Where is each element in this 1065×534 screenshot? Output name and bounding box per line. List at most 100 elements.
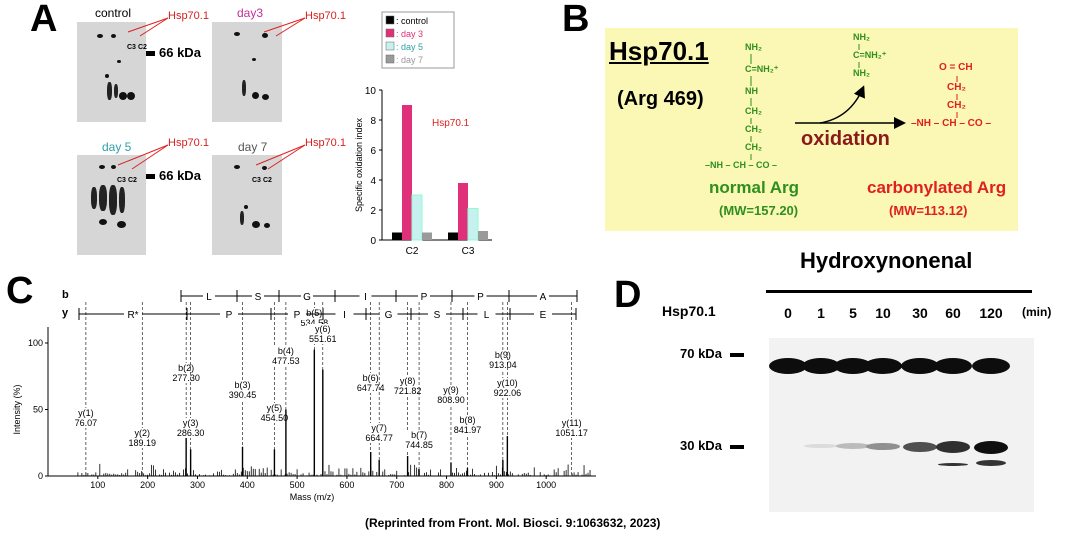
timepoint-30: 30: [912, 305, 928, 321]
y-res-7: E: [540, 310, 547, 321]
y-res-4: G: [385, 310, 393, 321]
peak-mz-12: 744.85: [405, 440, 433, 450]
western-blot: [769, 338, 1034, 512]
peak-label-bg-9: [354, 373, 387, 393]
normal-struct-4: CH₂: [745, 106, 762, 116]
peak-label-bg-4: [226, 380, 259, 400]
peak-label-bg-6: [269, 346, 302, 366]
ms-spectrum: 100 200 300 400 500 600 700 800 900 1000 0 50 100 Int…: [12, 289, 596, 502]
y-res-bg-3: [335, 307, 354, 320]
carb-arg-mw: (MW=113.12): [889, 203, 968, 218]
spec-x-tick-6: 700: [389, 480, 404, 490]
hsp-label-day3: Hsp70.1: [305, 10, 346, 22]
panel-b-box: Hsp70.1 (Arg 469) NH₂ C=NH₂⁺ NH CH₂ CH₂ …: [605, 28, 1018, 231]
spec-x-tick-7: 800: [439, 480, 454, 490]
bar-C2-1: [402, 105, 412, 240]
y-axis-label: Specific oxidation index: [354, 117, 364, 212]
peak-ion-4: b(3): [235, 380, 251, 390]
reaction-arrows: [750, 44, 958, 160]
y-res-6: L: [484, 310, 490, 321]
spec-y-tick-2: 100: [28, 338, 43, 348]
band-70-lane-10: [864, 358, 902, 374]
peak-mz-1: 189.19: [128, 438, 156, 448]
normal-arg-name: normal Arg: [709, 178, 800, 197]
leaving-2: C=NH₂⁺: [853, 50, 887, 60]
legend-label-0: : control: [396, 16, 428, 26]
y-res-0: R*: [127, 310, 138, 321]
gel-title-day5: day 5: [102, 140, 132, 154]
normal-struct-5: CH₂: [745, 124, 762, 134]
band-70-lane-0: [769, 358, 807, 374]
peak-ion-6: b(4): [278, 346, 294, 356]
peak-label-bg-8: [306, 324, 339, 344]
peak-ion-17: y(11): [562, 418, 582, 428]
peak-ion-5: y(5): [267, 403, 283, 413]
band-30-lane-10: [866, 442, 900, 451]
peak-mz-17: 1051.17: [555, 428, 588, 438]
y-res-bg-4: [379, 307, 398, 320]
timepoint-1: 1: [817, 305, 825, 321]
kda-70-label: 70 kDa: [680, 346, 744, 361]
gel-title-control: control: [95, 6, 132, 20]
spec-x-tick-2: 300: [190, 480, 205, 490]
band-lower-lane-120: [976, 460, 1006, 466]
legend-label-1: : day 3: [396, 29, 423, 39]
spec-x-tick-9: 1000: [536, 480, 556, 490]
oxidation-bar-chart: 0 2 4 6 8 10 Specific oxidation index C2 C3 Hsp70…: [354, 11, 492, 257]
peak-mz-2: 277.30: [172, 373, 200, 383]
peak-mz-9: 647.74: [357, 383, 385, 393]
peak-label-bg-13: [434, 385, 467, 405]
peak-ion-2: b(2): [178, 363, 194, 373]
band-30-lane-60: [936, 441, 970, 454]
carb-struct-3: CH₂: [947, 100, 966, 111]
oxidation-label: oxidation: [801, 128, 890, 150]
y-res-1: P: [226, 310, 233, 321]
peak-mz-8: 551.61: [309, 334, 337, 344]
peak-mz-7: 534.58: [301, 318, 329, 328]
spot-c3-day5: C3: [117, 177, 126, 184]
spot-c2-day7: C2: [263, 177, 272, 184]
carb-arg-name: carbonylated Arg: [867, 178, 1007, 197]
peak-ion-7: b(5): [306, 308, 322, 318]
spot-c2-day5: C2: [128, 177, 137, 184]
spec-x-tick-8: 900: [489, 480, 504, 490]
y-res-bg-5: [428, 307, 446, 320]
b-res-6: A: [540, 292, 547, 303]
peak-ion-16: y(10): [497, 378, 518, 388]
peak-label-bg-17: [555, 418, 588, 438]
timepoint-5: 5: [849, 305, 857, 321]
peak-ion-11: y(8): [400, 376, 416, 386]
protein-name: Hsp70.1: [609, 36, 709, 66]
y-res-bg-0: [124, 307, 142, 320]
b-res-0: L: [206, 292, 212, 303]
band-30-lane-30: [903, 441, 937, 453]
spot-c3-day7: C3: [252, 177, 261, 184]
peak-label-bg-7: [298, 308, 331, 328]
y-tick-4: 8: [370, 116, 376, 127]
spot-c3-control: C3: [127, 44, 136, 51]
peak-label-bg-12: [403, 430, 436, 450]
peak-mz-16: 922.06: [494, 388, 522, 398]
normal-struct-2: C=NH₂⁺: [745, 64, 779, 74]
normal-struct-7: –NH – CH – CO –: [705, 160, 778, 170]
band-70-lane-1: [802, 358, 840, 374]
y-tick-0: 0: [370, 236, 376, 247]
b-row-label: b: [62, 289, 69, 301]
timepoint-0: 0: [784, 305, 792, 321]
bar-C3-1: [458, 183, 468, 240]
citation: (Reprinted from Front. Mol. Biosci. 9:10…: [365, 516, 661, 530]
gel-day5: [77, 155, 146, 255]
kda-66-bottom: 66 kDa: [146, 168, 201, 183]
carb-struct-2: CH₂: [947, 82, 966, 93]
peak-mz-4: 390.45: [229, 390, 257, 400]
normal-struct-6: CH₂: [745, 142, 762, 152]
b-res-4: P: [421, 292, 428, 303]
b-res-3: I: [364, 292, 367, 303]
gel-day3: [212, 22, 282, 122]
y-res-bg-2: [288, 307, 306, 320]
legend-label-3: : day 7: [396, 55, 423, 65]
peak-label-bg-1: [126, 428, 159, 448]
peak-label-bg-11: [391, 376, 424, 396]
y-res-2: P: [294, 310, 301, 321]
peak-ion-8: y(6): [315, 324, 331, 334]
